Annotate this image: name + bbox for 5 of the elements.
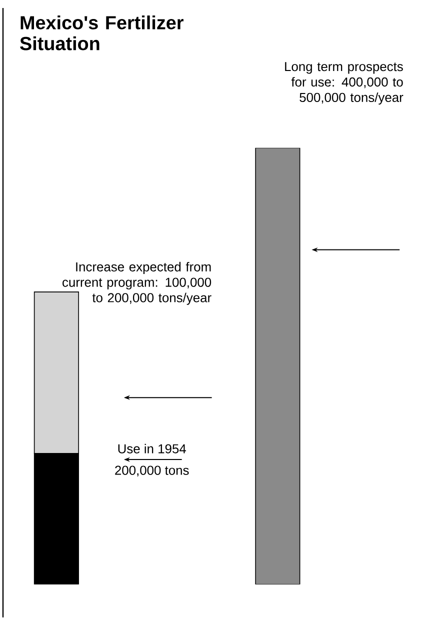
annotation: Increase expected from current program: 100,000 to 200,000 tons/year xyxy=(62,262,212,305)
chart-title: Mexico's Fertilizer Situation xyxy=(20,15,184,50)
annotation: Use in 1954 xyxy=(118,444,186,454)
annotation: 200,000 tons xyxy=(115,466,189,476)
text: Long term prospects for use: 400,000 to 500,000 tons/year xyxy=(285,62,404,105)
